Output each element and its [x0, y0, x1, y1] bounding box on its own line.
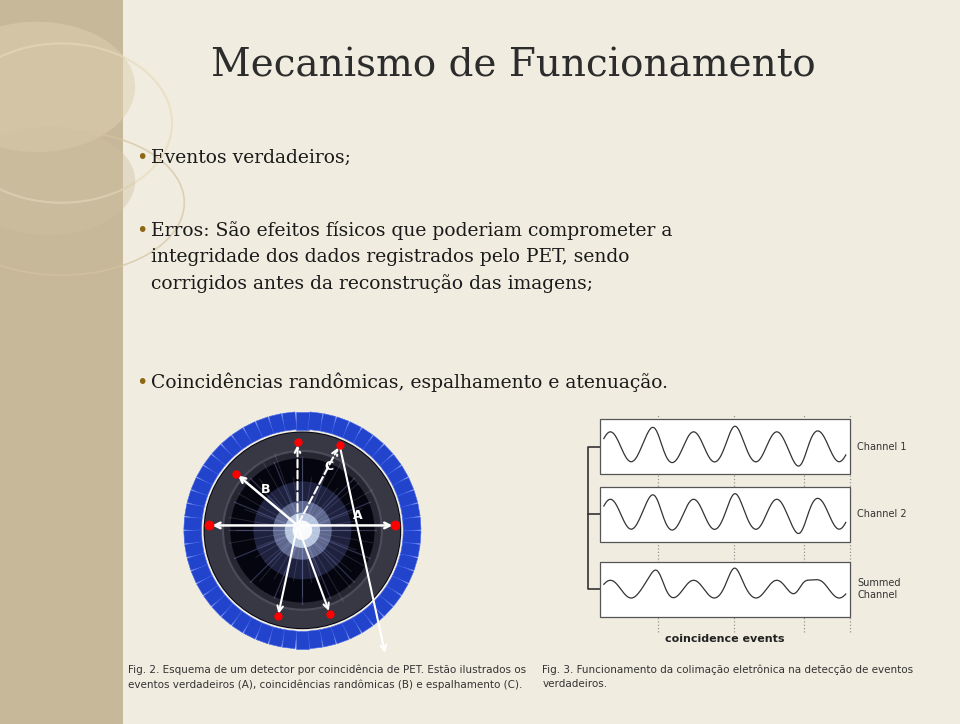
Text: Eventos verdadeiros;: Eventos verdadeiros; — [151, 148, 350, 167]
Circle shape — [293, 521, 312, 540]
Polygon shape — [184, 503, 204, 519]
Polygon shape — [212, 595, 233, 616]
Text: B: B — [261, 483, 271, 496]
Text: coincidence events: coincidence events — [665, 634, 784, 644]
Polygon shape — [296, 631, 309, 649]
Polygon shape — [342, 421, 361, 443]
Polygon shape — [362, 604, 383, 625]
Polygon shape — [282, 630, 297, 649]
Polygon shape — [244, 421, 263, 443]
Text: •: • — [136, 221, 148, 240]
Polygon shape — [362, 436, 383, 457]
Polygon shape — [397, 553, 418, 571]
Polygon shape — [256, 623, 274, 644]
FancyBboxPatch shape — [600, 562, 850, 617]
Text: •: • — [136, 373, 148, 392]
Circle shape — [216, 445, 389, 616]
Polygon shape — [372, 595, 393, 616]
Text: Fig. 3. Funcionamento da colimação eletrônica na detecção de eventos: Fig. 3. Funcionamento da colimação eletr… — [542, 665, 914, 675]
FancyBboxPatch shape — [0, 0, 123, 724]
Polygon shape — [183, 517, 203, 531]
Text: C: C — [324, 460, 333, 473]
Polygon shape — [197, 576, 218, 595]
Polygon shape — [204, 586, 226, 606]
Polygon shape — [320, 627, 336, 647]
Polygon shape — [320, 413, 336, 434]
Polygon shape — [191, 565, 212, 583]
Polygon shape — [244, 618, 263, 639]
Polygon shape — [256, 417, 274, 438]
Text: Coincidências randômicas, espalhamento e atenuação.: Coincidências randômicas, espalhamento e… — [151, 373, 668, 392]
Polygon shape — [308, 412, 323, 431]
Text: Summed
Channel: Summed Channel — [857, 578, 900, 600]
Text: •: • — [136, 148, 148, 167]
FancyBboxPatch shape — [600, 487, 850, 542]
Polygon shape — [232, 428, 252, 450]
Circle shape — [204, 432, 401, 629]
Polygon shape — [232, 611, 252, 633]
Text: Fig. 2. Esquema de um detector por coincidência de PET. Estão ilustrados os: Fig. 2. Esquema de um detector por coinc… — [128, 665, 526, 675]
Polygon shape — [222, 436, 243, 457]
Polygon shape — [187, 490, 207, 508]
Ellipse shape — [0, 22, 135, 152]
Polygon shape — [331, 417, 348, 438]
Polygon shape — [379, 455, 401, 475]
Polygon shape — [197, 466, 218, 485]
Polygon shape — [379, 586, 401, 606]
Polygon shape — [402, 517, 421, 531]
Circle shape — [253, 481, 351, 579]
Text: A: A — [353, 508, 363, 521]
Polygon shape — [402, 530, 421, 544]
Polygon shape — [372, 445, 393, 466]
Polygon shape — [393, 565, 414, 583]
Polygon shape — [352, 428, 372, 450]
Polygon shape — [204, 455, 226, 475]
Polygon shape — [400, 542, 420, 557]
Polygon shape — [308, 630, 323, 649]
Polygon shape — [212, 445, 233, 466]
Polygon shape — [393, 478, 414, 496]
Text: eventos verdadeiros (A), coincidências randômicas (B) e espalhamento (C).: eventos verdadeiros (A), coincidências r… — [128, 679, 522, 690]
Polygon shape — [269, 627, 285, 647]
Circle shape — [273, 501, 332, 560]
Text: verdadeiros.: verdadeiros. — [542, 679, 608, 689]
Text: Channel 1: Channel 1 — [857, 442, 907, 452]
Polygon shape — [397, 490, 418, 508]
Text: Erros: São efeitos físicos que poderiam comprometer a
integridade dos dados regi: Erros: São efeitos físicos que poderiam … — [151, 221, 672, 292]
Polygon shape — [222, 604, 243, 625]
Circle shape — [285, 513, 320, 548]
Polygon shape — [191, 478, 212, 496]
Polygon shape — [352, 611, 372, 633]
Polygon shape — [296, 412, 309, 429]
Polygon shape — [387, 466, 408, 485]
Polygon shape — [387, 576, 408, 595]
Polygon shape — [400, 503, 420, 519]
Polygon shape — [187, 553, 207, 571]
Polygon shape — [183, 530, 203, 544]
Polygon shape — [282, 412, 297, 431]
Polygon shape — [331, 623, 348, 644]
FancyBboxPatch shape — [600, 419, 850, 474]
Ellipse shape — [0, 127, 135, 235]
Polygon shape — [342, 618, 361, 639]
Text: Channel 2: Channel 2 — [857, 509, 907, 519]
Polygon shape — [269, 413, 285, 434]
Text: Mecanismo de Funcionamento: Mecanismo de Funcionamento — [211, 47, 816, 84]
Polygon shape — [184, 542, 204, 557]
